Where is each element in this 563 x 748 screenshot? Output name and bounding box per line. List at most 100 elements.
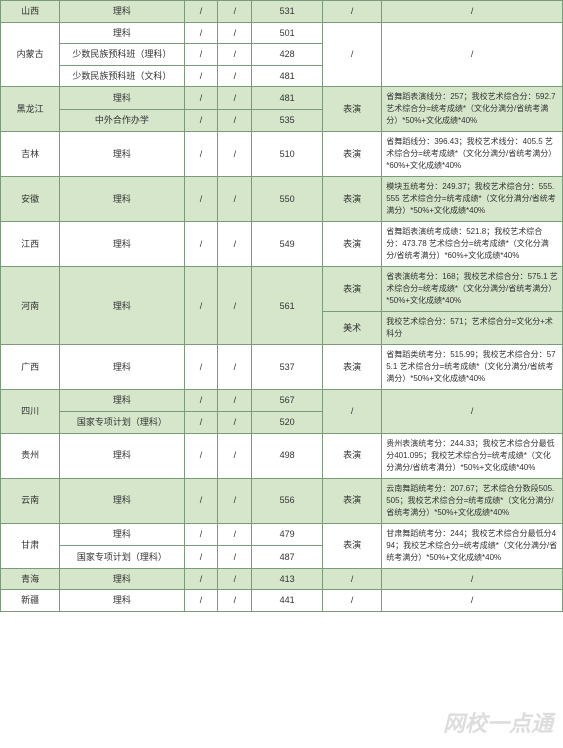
province-cell: 云南 (1, 478, 60, 523)
table-row: 河南 理科 / / 561 表演 省表演统考分：168；我校艺术综合分：575.… (1, 267, 563, 312)
score-cell: 537 (252, 345, 323, 390)
divider-cell: / (184, 523, 218, 546)
subject-cell: 少数民族预科班（文科） (60, 65, 184, 87)
province-cell: 吉林 (1, 132, 60, 177)
divider-cell: / (184, 87, 218, 110)
notes-cell: 贵州表演统考分：244.33；我校艺术综合分最低分401.095；我校艺术综合分… (382, 433, 563, 478)
subject-cell: 理科 (60, 1, 184, 23)
category-cell: 表演 (322, 132, 381, 177)
divider-cell: / (218, 478, 252, 523)
divider-cell: / (218, 590, 252, 612)
category-cell: 表演 (322, 177, 381, 222)
watermark-text: 网校一点通 (443, 706, 553, 738)
province-cell: 黑龙江 (1, 87, 60, 132)
province-cell: 广西 (1, 345, 60, 390)
subject-cell: 中外合作办学 (60, 109, 184, 132)
divider-cell: / (184, 44, 218, 66)
score-cell: 413 (252, 568, 323, 590)
table-row: 黑龙江 理科 / / 481 表演 省舞蹈表演线分：257；我校艺术综合分：59… (1, 87, 563, 110)
notes-cell: / (382, 590, 563, 612)
divider-cell: / (184, 568, 218, 590)
subject-cell: 理科 (60, 523, 184, 546)
divider-cell: / (218, 1, 252, 23)
divider-cell: / (184, 267, 218, 345)
divider-cell: / (218, 568, 252, 590)
divider-cell: / (184, 222, 218, 267)
divider-cell: / (184, 22, 218, 44)
score-cell: 556 (252, 478, 323, 523)
province-cell: 四川 (1, 390, 60, 433)
score-cell: 510 (252, 132, 323, 177)
score-cell: 550 (252, 177, 323, 222)
divider-cell: / (184, 345, 218, 390)
score-cell: 441 (252, 590, 323, 612)
category-cell: / (322, 568, 381, 590)
subject-cell: 理科 (60, 132, 184, 177)
divider-cell: / (218, 433, 252, 478)
table-row: 新疆 理科 / / 441 / / (1, 590, 563, 612)
category-cell: / (322, 590, 381, 612)
province-cell: 青海 (1, 568, 60, 590)
category-cell: 表演 (322, 222, 381, 267)
divider-cell: / (184, 132, 218, 177)
table-row: 云南 理科 / / 556 表演 云南舞蹈统考分：207.67；艺术综合分数段5… (1, 478, 563, 523)
subject-cell: 理科 (60, 22, 184, 44)
notes-cell: 省舞蹈线分：396.43；我校艺术线分：405.5 艺术综合分=统考成绩*（文化… (382, 132, 563, 177)
divider-cell: / (184, 177, 218, 222)
notes-cell: 云南舞蹈统考分：207.67；艺术综合分数段505.505；我校艺术综合分=统考… (382, 478, 563, 523)
score-cell: 549 (252, 222, 323, 267)
table-row: 山西 理科 / / 531 / / (1, 1, 563, 23)
score-cell: 561 (252, 267, 323, 345)
province-cell: 山西 (1, 1, 60, 23)
score-cell: 520 (252, 411, 323, 433)
subject-cell: 国家专项计划（理科） (60, 546, 184, 569)
score-cell: 567 (252, 390, 323, 412)
score-cell: 487 (252, 546, 323, 569)
notes-cell: 省舞蹈类统考分：515.99；我校艺术综合分：575.1 艺术综合分=统考成绩*… (382, 345, 563, 390)
divider-cell: / (218, 87, 252, 110)
category-cell: 表演 (322, 87, 381, 132)
notes-cell: 省表演统考分：168；我校艺术综合分：575.1 艺术综合分=统考成绩*（文化分… (382, 267, 563, 312)
category-cell: / (322, 390, 381, 433)
score-cell: 481 (252, 65, 323, 87)
category-cell: 表演 (322, 267, 381, 312)
score-cell: 481 (252, 87, 323, 110)
table-row: 甘肃 理科 / / 479 表演 甘肃舞蹈统考分：244；我校艺术综合分最低分4… (1, 523, 563, 546)
divider-cell: / (218, 390, 252, 412)
subject-cell: 理科 (60, 87, 184, 110)
subject-cell: 理科 (60, 177, 184, 222)
notes-cell: / (382, 1, 563, 23)
notes-cell: / (382, 22, 563, 87)
table-row: 吉林 理科 / / 510 表演 省舞蹈线分：396.43；我校艺术线分：405… (1, 132, 563, 177)
category-cell: / (322, 1, 381, 23)
subject-cell: 理科 (60, 390, 184, 412)
divider-cell: / (184, 65, 218, 87)
divider-cell: / (218, 267, 252, 345)
subject-cell: 理科 (60, 590, 184, 612)
notes-cell: / (382, 390, 563, 433)
table-row: 贵州 理科 / / 498 表演 贵州表演统考分：244.33；我校艺术综合分最… (1, 433, 563, 478)
province-cell: 甘肃 (1, 523, 60, 568)
table-row: 安徽 理科 / / 550 表演 模块五统考分：249.37；我校艺术综合分：5… (1, 177, 563, 222)
divider-cell: / (184, 546, 218, 569)
subject-cell: 理科 (60, 478, 184, 523)
notes-cell: 模块五统考分：249.37；我校艺术综合分：555.555 艺术综合分=统考成绩… (382, 177, 563, 222)
score-cell: 501 (252, 22, 323, 44)
score-cell: 531 (252, 1, 323, 23)
province-cell: 江西 (1, 222, 60, 267)
province-cell: 内蒙古 (1, 22, 60, 87)
table-row: 青海 理科 / / 413 / / (1, 568, 563, 590)
province-cell: 新疆 (1, 590, 60, 612)
category-cell: 美术 (322, 312, 381, 345)
province-cell: 安徽 (1, 177, 60, 222)
divider-cell: / (184, 411, 218, 433)
divider-cell: / (218, 222, 252, 267)
divider-cell: / (184, 1, 218, 23)
subject-cell: 国家专项计划（理科） (60, 411, 184, 433)
subject-cell: 理科 (60, 267, 184, 345)
subject-cell: 理科 (60, 345, 184, 390)
subject-cell: 理科 (60, 222, 184, 267)
category-cell: 表演 (322, 478, 381, 523)
province-cell: 贵州 (1, 433, 60, 478)
subject-cell: 理科 (60, 568, 184, 590)
